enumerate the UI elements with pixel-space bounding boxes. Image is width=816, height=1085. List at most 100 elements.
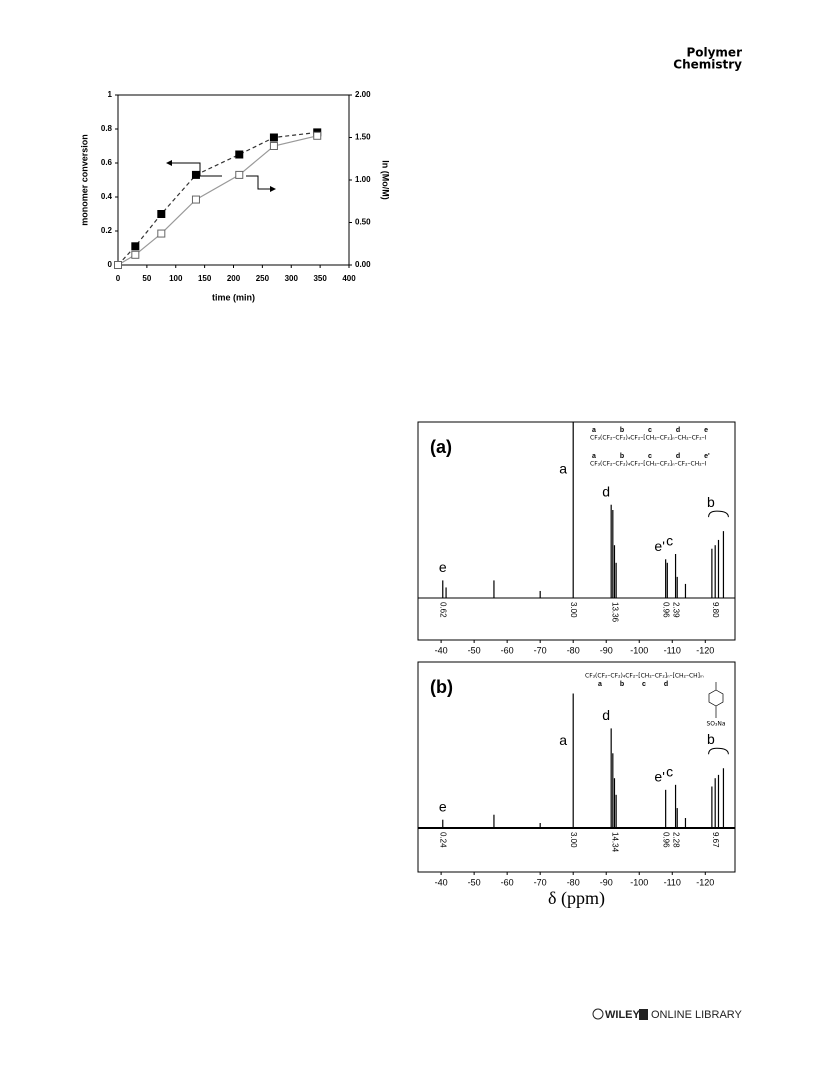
x-tick-label: 350 [313, 274, 327, 283]
data-point [313, 131, 322, 140]
peak-label: e [439, 559, 447, 575]
x-tick-label: -110 [664, 645, 681, 655]
arrow [170, 162, 222, 177]
x-tick-label: -80 [567, 877, 580, 887]
x-tick-label: 200 [227, 274, 241, 283]
formula-letters: a b c d e [592, 427, 708, 434]
y-tick-label: 0.8 [101, 124, 113, 133]
integral-label: 9.80 [711, 602, 720, 618]
data-point [191, 195, 200, 204]
journal-name: Polymer [686, 46, 742, 60]
data-point [235, 170, 244, 179]
integral-label: 14.34 [610, 832, 619, 853]
x-tick-label: -50 [468, 645, 481, 655]
x-tick-label: -100 [630, 877, 648, 887]
formula: CF₃(CF₂–CF₂)₄CF₂–[CH₂–CF₂]ₙ–[CH₂–CH]ₘ [585, 673, 704, 680]
journal-name: Chemistry [673, 58, 742, 72]
y2-tick-label: 1.50 [355, 133, 371, 142]
data-point [131, 242, 140, 251]
peak-label: b [707, 494, 715, 510]
x-tick-label: -40 [435, 877, 448, 887]
bracket [708, 747, 729, 755]
x-tick-label: -120 [696, 877, 714, 887]
formula: CF₃(CF₂–CF₂)₄CF₂–[CH₂–CF₂]ₙ–CH₂–CF₂–I [590, 435, 707, 442]
publisher: WILEY [605, 1009, 640, 1021]
formula-letters: a b c d e' [592, 453, 710, 460]
peak-label: e [439, 798, 447, 814]
peak-label: d [602, 707, 610, 723]
integral-label: 3.00 [569, 832, 578, 848]
formula-letters: a b c d [598, 681, 668, 688]
data-point [114, 261, 122, 269]
x-tick-label: -70 [534, 645, 547, 655]
integral-label: 3.00 [569, 602, 578, 618]
integral-label: 0.24 [439, 832, 448, 848]
x-tick-label: -40 [435, 645, 448, 655]
data-point [235, 150, 244, 159]
y-tick-label: 0.4 [101, 192, 113, 201]
panel-label: (b) [430, 677, 453, 697]
integral-label: 0.96 [662, 602, 671, 618]
library-logo [639, 1009, 648, 1020]
peak-label: c [666, 764, 673, 780]
publisher-logo [592, 1008, 604, 1020]
peak-label: c [666, 533, 673, 549]
x-axis-label: time (min) [212, 292, 255, 302]
peak-label: e' [654, 769, 664, 785]
x-tick-label: 150 [198, 274, 212, 283]
x-axis-label: δ (ppm) [548, 888, 605, 909]
arrowhead [166, 160, 172, 166]
data-point [157, 229, 166, 238]
integral-label: 2.39 [671, 602, 680, 618]
integral-label: 13.36 [610, 602, 619, 623]
data-point [269, 133, 278, 142]
x-tick-label: 50 [142, 274, 151, 283]
y-axis-label: monomer conversion [79, 134, 89, 226]
integral-label: 2.28 [671, 832, 680, 848]
x-tick-label: -80 [567, 645, 580, 655]
bracket [708, 510, 729, 518]
x-tick-label: -90 [600, 877, 613, 887]
x-tick-label: 250 [256, 274, 270, 283]
data-point [131, 250, 140, 259]
integral-label: 9.67 [711, 832, 720, 848]
y-tick-label: 0.6 [101, 158, 113, 167]
fit-line [117, 135, 318, 266]
y2-tick-label: 0.00 [355, 260, 371, 269]
panel-label: (a) [430, 437, 452, 457]
peak-label: d [602, 483, 610, 499]
library: ONLINE LIBRARY [651, 1009, 743, 1021]
x-tick-label: -50 [468, 877, 481, 887]
peak-label: e' [654, 538, 664, 554]
integral-label: 0.96 [662, 832, 671, 848]
peak-label: a [559, 461, 567, 477]
y2-tick-label: 1.00 [355, 175, 371, 184]
arrow [246, 175, 272, 190]
data-point [269, 142, 278, 150]
x-tick-label: -90 [600, 645, 613, 655]
integral-label: 0.62 [439, 602, 448, 618]
formula: CF₃(CF₂–CF₂)₄CF₂–[CH₂–CF₂]ₙ–CF₂–CH₂–I [590, 461, 707, 468]
formula: SO₃Na [706, 721, 725, 728]
arrowhead [270, 186, 276, 192]
plot-frame [117, 94, 350, 266]
x-tick-label: 300 [285, 274, 299, 283]
benzene-ring [708, 682, 724, 718]
peak-label: a [559, 732, 567, 748]
x-tick-label: -120 [696, 645, 714, 655]
peak-label: b [707, 731, 715, 747]
y-tick-label: 0.2 [101, 226, 113, 235]
y2-axis-label: ln (Mo/M) [381, 160, 391, 200]
x-tick-label: -100 [630, 645, 648, 655]
y-tick-label: 0 [108, 260, 113, 269]
x-tick-label: 100 [169, 274, 183, 283]
y2-tick-label: 0.50 [355, 218, 371, 227]
x-tick-label: 400 [342, 274, 356, 283]
x-tick-label: -60 [501, 645, 514, 655]
y2-tick-label: 2.00 [355, 90, 371, 99]
x-tick-label: 0 [116, 274, 121, 283]
data-point [157, 210, 166, 218]
x-tick-label: -110 [664, 877, 681, 887]
y-tick-label: 1 [108, 90, 113, 99]
